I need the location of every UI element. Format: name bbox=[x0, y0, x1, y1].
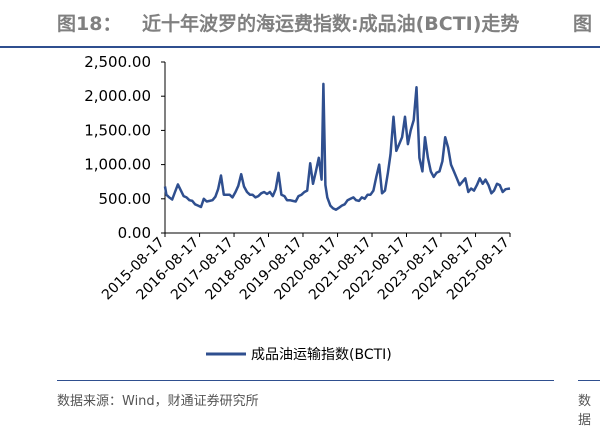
y-tick-label: 1,500.00 bbox=[84, 121, 151, 139]
series-line-bcti bbox=[163, 82, 511, 211]
y-tick-label: 2,500.00 bbox=[84, 53, 151, 71]
figure-title: 近十年波罗的海运费指数:成品油(BCTI)走势 bbox=[142, 13, 520, 35]
y-tick-label: 0.00 bbox=[118, 224, 151, 242]
y-tick-label: 500.00 bbox=[99, 190, 152, 208]
next-source-fragment: 数据 bbox=[578, 394, 592, 428]
figure-number: 图18： bbox=[57, 13, 122, 35]
footer-divider bbox=[57, 380, 554, 381]
source-note: 数据来源：Wind，财通证券研究所 bbox=[57, 394, 259, 409]
legend-label: 成品油运输指数(BCTI) bbox=[251, 347, 392, 363]
y-tick-label: 2,000.00 bbox=[84, 87, 151, 105]
y-tick-label: 1,000.00 bbox=[84, 156, 151, 174]
figure-header: 图18： 近十年波罗的海运费指数:成品油(BCTI)走势 图 bbox=[0, 0, 600, 48]
next-figure-fragment: 图 bbox=[573, 13, 593, 35]
next-footer-divider bbox=[578, 380, 600, 381]
bcti-line-chart: 0.00 500.00 1,000.00 1,500.00 2,000.00 2,500.… bbox=[84, 53, 513, 363]
